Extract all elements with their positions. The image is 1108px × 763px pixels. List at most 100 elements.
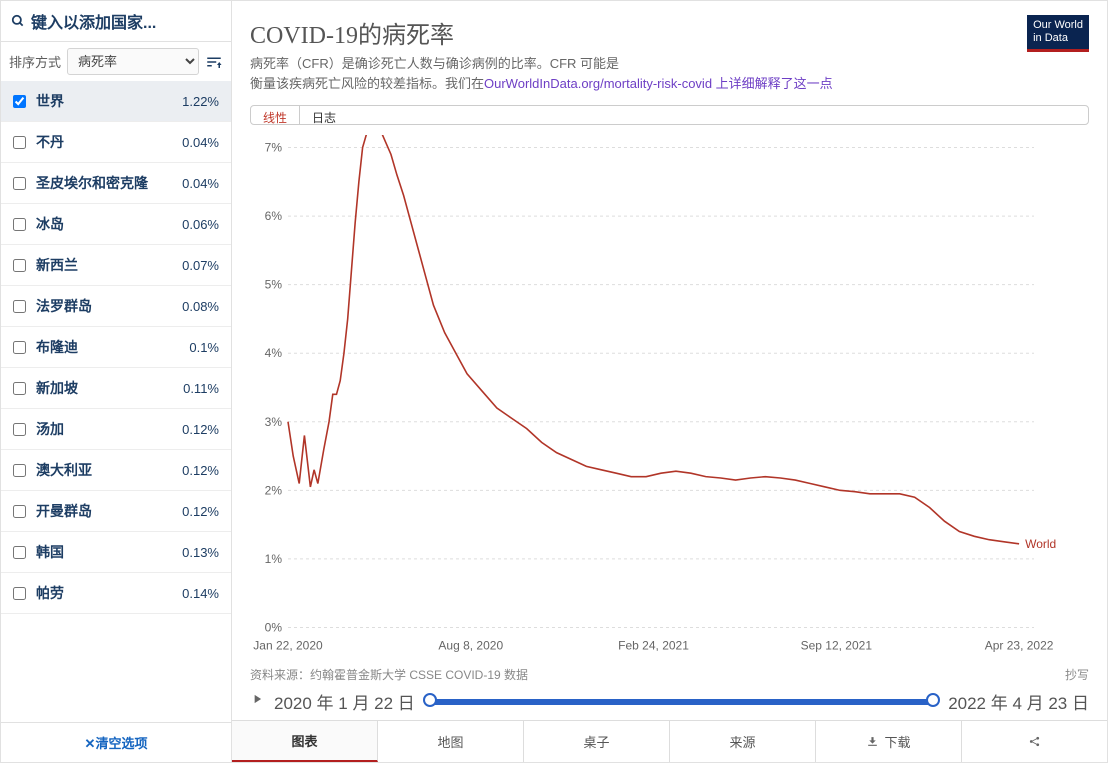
clear-selection-button[interactable]: ✕清空选项: [1, 722, 231, 762]
timeline-start: 2020 年 1 月 22 日: [274, 689, 415, 714]
country-checkbox[interactable]: [13, 505, 26, 518]
source-text: 资料来源：约翰霍普金斯大学 CSSE COVID-19 数据: [250, 666, 528, 683]
svg-text:6%: 6%: [265, 209, 283, 223]
scale-toggle: 线性 日志: [250, 105, 1089, 125]
country-checkbox[interactable]: [13, 300, 26, 313]
country-item[interactable]: 帕劳 0.14%: [1, 573, 231, 614]
country-name: 韩国: [36, 542, 182, 562]
main-panel: COVID-19的病死率 病死率（CFR）是确诊死亡人数与确诊病例的比率。CFR…: [232, 0, 1108, 763]
share-icon: [1028, 735, 1041, 748]
country-checkbox[interactable]: [13, 464, 26, 477]
country-name: 不丹: [36, 132, 182, 152]
country-value: 0.12%: [182, 504, 219, 519]
subtitle-link[interactable]: OurWorldInData.org/mortality-risk-covid …: [484, 76, 833, 91]
search-icon: [11, 14, 25, 28]
country-name: 帕劳: [36, 583, 182, 603]
timeline-slider[interactable]: [425, 699, 938, 705]
country-checkbox[interactable]: [13, 136, 26, 149]
country-value: 0.14%: [182, 586, 219, 601]
country-name: 冰岛: [36, 214, 182, 234]
sort-order-icon[interactable]: [205, 53, 223, 71]
country-name: 汤加: [36, 419, 182, 439]
timeline: 2020 年 1 月 22 日 2022 年 4 月 23 日: [250, 683, 1089, 720]
tab-chart[interactable]: 图表: [232, 721, 378, 762]
country-name: 圣皮埃尔和密克隆: [36, 173, 182, 193]
chart-area: 0%1%2%3%4%5%6%7%Jan 22, 2020Aug 8, 2020F…: [250, 135, 1089, 660]
country-name: 布隆迪: [36, 337, 189, 357]
scale-log-button[interactable]: 日志: [300, 106, 348, 124]
play-button[interactable]: [250, 692, 264, 711]
sort-label: 排序方式: [9, 52, 61, 71]
tab-table[interactable]: 桌子: [524, 721, 670, 762]
country-value: 0.12%: [182, 422, 219, 437]
tab-share[interactable]: [962, 721, 1107, 762]
sidebar: 键入以添加国家... 排序方式 病死率 世界 1.22% 不丹 0.04% 圣皮…: [0, 0, 232, 763]
country-name: 澳大利亚: [36, 460, 182, 480]
timeline-handle-end[interactable]: [926, 693, 940, 707]
chart-title: COVID-19的病死率: [250, 15, 1027, 50]
country-checkbox[interactable]: [13, 587, 26, 600]
sort-row: 排序方式 病死率: [1, 42, 231, 81]
timeline-handle-start[interactable]: [423, 693, 437, 707]
country-item[interactable]: 澳大利亚 0.12%: [1, 450, 231, 491]
country-value: 0.12%: [182, 463, 219, 478]
svg-text:Sep 12, 2021: Sep 12, 2021: [801, 639, 873, 653]
country-item[interactable]: 开曼群岛 0.12%: [1, 491, 231, 532]
copy-label[interactable]: 抄写: [1065, 666, 1089, 683]
line-chart: 0%1%2%3%4%5%6%7%Jan 22, 2020Aug 8, 2020F…: [250, 135, 1089, 660]
country-checkbox[interactable]: [13, 546, 26, 559]
country-checkbox[interactable]: [13, 177, 26, 190]
country-item[interactable]: 冰岛 0.06%: [1, 204, 231, 245]
tab-download[interactable]: 下载: [816, 721, 962, 762]
country-checkbox[interactable]: [13, 382, 26, 395]
svg-text:3%: 3%: [265, 415, 283, 429]
country-name: 新加坡: [36, 378, 183, 398]
svg-text:0%: 0%: [265, 621, 283, 635]
svg-text:4%: 4%: [265, 346, 283, 360]
scale-linear-button[interactable]: 线性: [251, 106, 300, 124]
svg-text:5%: 5%: [265, 278, 283, 292]
svg-text:Apr 23, 2022: Apr 23, 2022: [985, 639, 1054, 653]
country-name: 法罗群岛: [36, 296, 182, 316]
country-item[interactable]: 汤加 0.12%: [1, 409, 231, 450]
country-list[interactable]: 世界 1.22% 不丹 0.04% 圣皮埃尔和密克隆 0.04% 冰岛 0.06…: [1, 81, 231, 722]
svg-text:1%: 1%: [265, 552, 283, 566]
tab-source[interactable]: 来源: [670, 721, 816, 762]
svg-text:Jan 22, 2020: Jan 22, 2020: [253, 639, 323, 653]
country-value: 0.07%: [182, 258, 219, 273]
country-value: 0.04%: [182, 135, 219, 150]
timeline-end: 2022 年 4 月 23 日: [948, 689, 1089, 714]
country-checkbox[interactable]: [13, 218, 26, 231]
country-item[interactable]: 法罗群岛 0.08%: [1, 286, 231, 327]
svg-text:7%: 7%: [265, 141, 283, 155]
country-item[interactable]: 不丹 0.04%: [1, 122, 231, 163]
country-value: 0.08%: [182, 299, 219, 314]
country-value: 0.11%: [183, 381, 219, 396]
country-item[interactable]: 圣皮埃尔和密克隆 0.04%: [1, 163, 231, 204]
footer-source: 资料来源：约翰霍普金斯大学 CSSE COVID-19 数据 抄写: [250, 666, 1089, 683]
country-item[interactable]: 韩国 0.13%: [1, 532, 231, 573]
country-checkbox[interactable]: [13, 423, 26, 436]
country-item[interactable]: 新西兰 0.07%: [1, 245, 231, 286]
country-item[interactable]: 布隆迪 0.1%: [1, 327, 231, 368]
country-checkbox[interactable]: [13, 259, 26, 272]
country-checkbox[interactable]: [13, 95, 26, 108]
search-box[interactable]: 键入以添加国家...: [1, 1, 231, 42]
owid-logo: Our World in Data: [1027, 15, 1089, 52]
tab-bar: 图表 地图 桌子 来源 下载: [232, 720, 1107, 762]
country-name: 开曼群岛: [36, 501, 182, 521]
download-icon: [866, 735, 879, 748]
country-checkbox[interactable]: [13, 341, 26, 354]
country-item[interactable]: 世界 1.22%: [1, 81, 231, 122]
country-item[interactable]: 新加坡 0.11%: [1, 368, 231, 409]
svg-text:2%: 2%: [265, 483, 283, 497]
sort-select[interactable]: 病死率: [67, 48, 199, 75]
tab-map[interactable]: 地图: [378, 721, 524, 762]
svg-text:Aug 8, 2020: Aug 8, 2020: [438, 639, 503, 653]
country-value: 0.04%: [182, 176, 219, 191]
country-value: 0.1%: [189, 340, 219, 355]
svg-text:World: World: [1025, 537, 1056, 551]
country-value: 1.22%: [182, 94, 219, 109]
country-name: 新西兰: [36, 255, 182, 275]
country-name: 世界: [36, 91, 182, 111]
